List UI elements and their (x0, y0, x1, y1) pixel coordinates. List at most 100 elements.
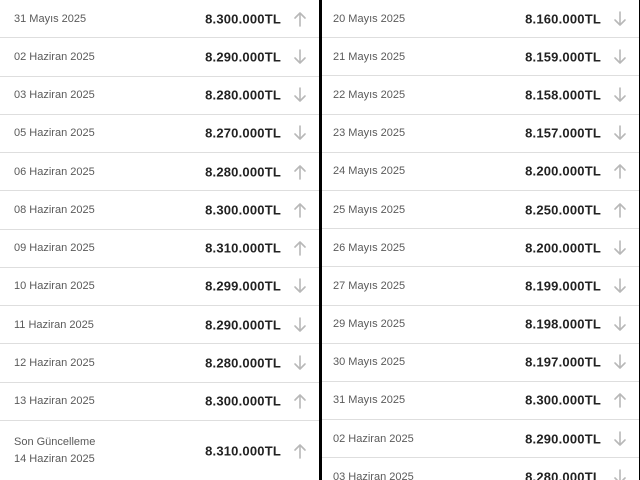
last-update-label: Son Güncelleme (14, 436, 96, 449)
right-price-history-panel: 20 Mayıs 2025 8.160.000TL 21 Mayıs 2025 8.1… (322, 0, 639, 480)
arrow-down-icon (613, 316, 627, 332)
left-list-row: 05 Haziran 2025 8.270.000TL (0, 115, 319, 153)
row-date: 03 Haziran 2025 (14, 89, 95, 102)
row-price: 8.300.000TL (205, 393, 281, 409)
right-list-row: 31 Mayıs 2025 8.300.000TL (322, 382, 639, 421)
left-list-row: 06 Haziran 2025 8.280.000TL (0, 153, 319, 192)
row-date: 27 Mayıs 2025 (333, 279, 406, 292)
row-date: 06 Haziran 2025 (14, 165, 95, 178)
arrow-up-icon (613, 202, 627, 218)
right-list-row: 23 Mayıs 2025 8.157.000TL (322, 115, 639, 153)
row-date: 05 Haziran 2025 (14, 127, 95, 140)
row-date: 31 Mayıs 2025 (14, 12, 87, 25)
arrow-down-icon (293, 355, 307, 371)
arrow-down-icon (293, 278, 307, 294)
row-price: 8.200.000TL (525, 240, 601, 256)
last-update-text: Son Güncelleme 14 Haziran 2025 (14, 434, 95, 468)
row-price: 8.158.000TL (525, 87, 601, 103)
row-price: 8.310.000TL (205, 240, 281, 256)
row-price: 8.157.000TL (525, 125, 601, 141)
arrow-down-icon (613, 278, 627, 294)
row-price: 8.300.000TL (205, 11, 281, 27)
arrow-up-icon (293, 240, 307, 256)
row-date: 24 Mayıs 2025 (333, 165, 406, 178)
row-price: 8.198.000TL (525, 316, 601, 332)
row-date: 09 Haziran 2025 (14, 242, 95, 255)
left-list-row: 02 Haziran 2025 8.290.000TL (0, 38, 319, 77)
row-date: 03 Haziran 2025 (333, 470, 414, 480)
left-list-row: 10 Haziran 2025 8.299.000TL (0, 268, 319, 306)
row-price: 8.199.000TL (525, 278, 601, 294)
arrow-down-icon (613, 239, 627, 256)
row-date: 31 Mayıs 2025 (333, 394, 406, 407)
right-list-row: 26 Mayıs 2025 8.200.000TL (322, 229, 639, 268)
arrow-down-icon (613, 354, 627, 370)
row-price: 8.299.000TL (205, 278, 281, 294)
row-date: 22 Mayıs 2025 (333, 88, 406, 101)
row-price: 8.160.000TL (525, 11, 601, 27)
arrow-down-icon (293, 316, 307, 333)
right-list-row: 03 Haziran 2025 8.280.000TL (322, 458, 639, 480)
row-price: 8.200.000TL (525, 163, 601, 179)
row-price: 8.290.000TL (205, 317, 281, 333)
row-date: 10 Haziran 2025 (14, 280, 95, 293)
row-price: 8.300.000TL (525, 392, 601, 408)
row-price: 8.290.000TL (525, 431, 601, 447)
right-list-row: 22 Mayıs 2025 8.158.000TL (322, 76, 639, 115)
arrow-up-icon (613, 392, 627, 409)
right-price-list: 20 Mayıs 2025 8.160.000TL 21 Mayıs 2025 8.1… (322, 0, 639, 480)
arrow-down-icon (293, 125, 307, 141)
right-list-row: 25 Mayıs 2025 8.250.000TL (322, 191, 639, 230)
arrow-down-icon (293, 87, 307, 103)
left-list-row: 31 Mayıs 2025 8.300.000TL (0, 0, 319, 39)
row-price: 8.250.000TL (525, 202, 601, 218)
left-price-list: 31 Mayıs 2025 8.300.000TL 02 Haziran 2025 8… (0, 0, 319, 421)
right-list-row: 20 Mayıs 2025 8.160.000TL (322, 0, 639, 39)
row-date: 25 Mayıs 2025 (333, 203, 406, 216)
row-price: 8.290.000TL (205, 49, 281, 65)
right-list-row: 24 Mayıs 2025 8.200.000TL (322, 153, 639, 191)
row-date: 29 Mayıs 2025 (333, 318, 406, 331)
row-date: 02 Haziran 2025 (333, 432, 414, 445)
row-date: 21 Mayıs 2025 (333, 50, 406, 63)
row-price: 8.280.000TL (205, 164, 281, 180)
right-list-row: 30 Mayıs 2025 8.197.000TL (322, 344, 639, 382)
arrow-down-icon (613, 10, 627, 27)
arrow-down-icon (293, 49, 307, 65)
arrow-up-icon (613, 163, 627, 180)
arrow-up-icon (293, 202, 307, 218)
arrow-down-icon (613, 48, 627, 65)
right-list-row: 21 Mayıs 2025 8.159.000TL (322, 38, 639, 77)
row-price: 8.270.000TL (205, 125, 281, 141)
left-list-row: 08 Haziran 2025 8.300.000TL (0, 191, 319, 230)
row-date: 08 Haziran 2025 (14, 203, 95, 216)
row-price: 8.159.000TL (525, 49, 601, 65)
left-price-history-panel: 31 Mayıs 2025 8.300.000TL 02 Haziran 2025 8… (0, 0, 319, 480)
last-update-date: 14 Haziran 2025 (14, 453, 95, 466)
row-date: 12 Haziran 2025 (14, 356, 95, 369)
row-price: 8.197.000TL (525, 354, 601, 370)
left-list-row: 11 Haziran 2025 8.290.000TL (0, 306, 319, 345)
last-update-price: 8.310.000TL (205, 443, 281, 459)
row-date: 02 Haziran 2025 (14, 50, 95, 63)
row-date: 20 Mayıs 2025 (333, 12, 406, 25)
row-price: 8.280.000TL (205, 87, 281, 103)
row-price: 8.300.000TL (205, 202, 281, 218)
arrow-down-icon (613, 125, 627, 141)
row-date: 26 Mayıs 2025 (333, 241, 406, 254)
right-list-row: 02 Haziran 2025 8.290.000TL (322, 420, 639, 459)
right-list-row: 29 Mayıs 2025 8.198.000TL (322, 306, 639, 344)
last-update-row: Son Güncelleme 14 Haziran 2025 8.310.000… (0, 421, 319, 480)
arrow-up-icon (293, 393, 307, 409)
row-date: 30 Mayıs 2025 (333, 356, 406, 369)
arrow-down-icon (613, 87, 627, 103)
row-price: 8.280.000TL (205, 355, 281, 371)
left-list-row: 13 Haziran 2025 8.300.000TL (0, 383, 319, 421)
right-list-row: 27 Mayıs 2025 8.199.000TL (322, 267, 639, 306)
row-date: 11 Haziran 2025 (14, 318, 94, 331)
left-list-row: 03 Haziran 2025 8.280.000TL (0, 77, 319, 115)
row-date: 23 Mayıs 2025 (333, 127, 406, 140)
left-list-row: 12 Haziran 2025 8.280.000TL (0, 344, 319, 383)
row-date: 13 Haziran 2025 (14, 395, 95, 408)
